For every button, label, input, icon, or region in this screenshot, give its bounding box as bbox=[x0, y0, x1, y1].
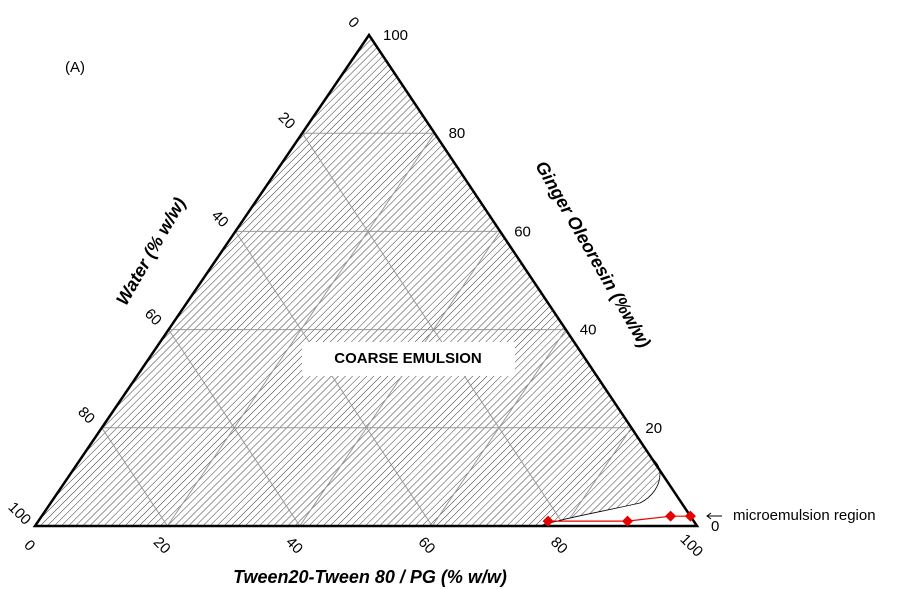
annotation: microemulsion region bbox=[733, 507, 876, 524]
bottom-tick-label: 100 bbox=[677, 531, 707, 561]
data-point bbox=[622, 515, 634, 527]
left-tick-label: 0 bbox=[344, 14, 362, 32]
grid-line bbox=[234, 231, 433, 527]
triangle-outline bbox=[32, 32, 700, 528]
grid bbox=[101, 132, 632, 527]
microemulsion-boundary bbox=[539, 457, 698, 527]
left-tick-label: 20 bbox=[275, 109, 299, 133]
left-tick-label: 60 bbox=[141, 305, 165, 329]
bottom-tick-label: 40 bbox=[282, 534, 306, 558]
label-box bbox=[302, 342, 515, 376]
left-tick-label: 40 bbox=[208, 207, 232, 231]
grid-line bbox=[168, 329, 301, 527]
data-point bbox=[542, 515, 554, 527]
left-tick-label: 80 bbox=[74, 404, 98, 428]
bottom-tick-label: 60 bbox=[415, 534, 439, 558]
left-axis-title: Water (% w/w) bbox=[112, 194, 190, 309]
grid-line bbox=[301, 132, 566, 527]
right-tick-label: 20 bbox=[645, 420, 662, 437]
annotation-arrowhead bbox=[706, 512, 712, 520]
panel-label: (A) bbox=[65, 59, 85, 76]
right-tick-label: 100 bbox=[383, 27, 408, 44]
bottom-tick-label: 80 bbox=[547, 534, 571, 558]
data-point bbox=[684, 510, 696, 522]
bottom-axis-title: Tween20-Tween 80 / PG (% w/w) bbox=[233, 567, 507, 587]
region-label: COARSE EMULSION bbox=[334, 350, 482, 367]
right-tick-label: 80 bbox=[449, 125, 466, 142]
data-point bbox=[665, 510, 677, 522]
right-tick-label: 0 bbox=[711, 518, 719, 535]
bottom-tick-label: 20 bbox=[150, 534, 174, 558]
points-line bbox=[548, 515, 691, 522]
hatched-area bbox=[35, 35, 697, 526]
right-tick-label: 60 bbox=[514, 223, 531, 240]
right-tick-label: 40 bbox=[580, 322, 597, 339]
left-tick-label: 100 bbox=[5, 499, 35, 529]
grid-line bbox=[564, 427, 632, 527]
bottom-tick-label: 0 bbox=[20, 537, 38, 555]
grid-line bbox=[101, 427, 168, 527]
grid-line bbox=[299, 231, 501, 527]
